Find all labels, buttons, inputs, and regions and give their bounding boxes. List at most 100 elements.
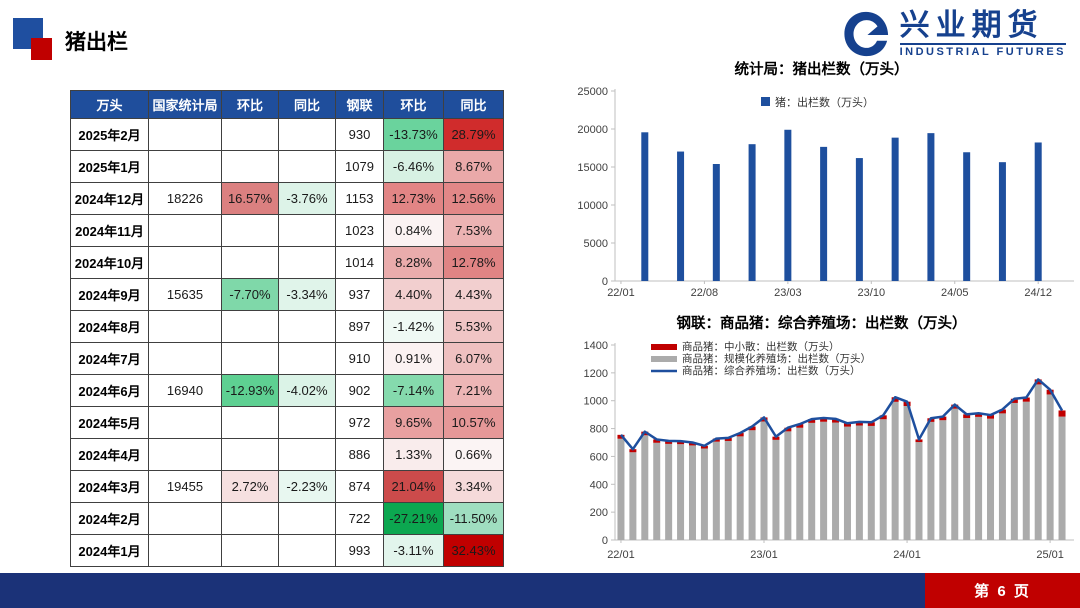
y-tick-label: 10000: [577, 200, 608, 212]
scale-farm-bar: [772, 439, 780, 540]
bar: [784, 129, 792, 281]
table-cell: -2.23%: [278, 470, 336, 503]
scale-farm-bar: [629, 452, 637, 540]
column-header: 国家统计局: [148, 90, 222, 119]
bar: [641, 132, 649, 281]
table-row: 2025年2月 930 -13.73% 28.79%: [70, 118, 504, 151]
scale-farm-bar: [939, 420, 947, 540]
y-tick-label: 25000: [577, 86, 608, 98]
table-cell: [221, 214, 279, 247]
table-row: 2024年11月 1023 0.84% 7.53%: [70, 214, 504, 247]
table-cell: 1014: [335, 246, 384, 279]
table-cell: 8.28%: [383, 246, 444, 279]
scale-farm-bar: [951, 408, 959, 540]
table-cell: 722: [335, 502, 384, 535]
row-label: 2024年8月: [70, 310, 149, 343]
bar: [998, 162, 1006, 281]
table-cell: [278, 150, 336, 183]
row-label: 2025年1月: [70, 150, 149, 183]
legend-swatch: [651, 356, 677, 362]
small-farm-bar: [772, 436, 780, 440]
table-cell: -7.70%: [221, 278, 279, 311]
y-tick-label: 0: [602, 276, 608, 288]
table-cell: 12.73%: [383, 182, 444, 215]
table-cell: -13.73%: [383, 118, 444, 151]
small-farm-bar: [915, 439, 923, 443]
scale-farm-bar: [820, 421, 828, 540]
scale-farm-bar: [891, 401, 899, 540]
bar: [891, 137, 899, 281]
small-farm-bar: [629, 449, 637, 453]
row-label: 2024年11月: [70, 214, 149, 247]
table-body: 2025年2月 930 -13.73% 28.79% 2025年1月 1079 -6.46%…: [70, 118, 504, 567]
small-farm-bar: [879, 415, 887, 420]
table-cell: 12.78%: [443, 246, 504, 279]
row-label: 2024年5月: [70, 406, 149, 439]
table-row: 2024年3月 19455 2.72% -2.23% 874 21.04% 3.34%: [70, 470, 504, 503]
table-cell: 886: [335, 438, 384, 471]
scale-farm-bar: [832, 422, 840, 540]
small-farm-bar: [665, 440, 673, 444]
small-farm-bar: [796, 424, 804, 428]
table-cell: 9.65%: [383, 406, 444, 439]
legend-label-pigs: 猪：出栏数（万头）: [775, 95, 874, 109]
column-header: 同比: [278, 90, 336, 119]
scale-farm-bar: [748, 430, 756, 540]
scale-farm-bar: [736, 436, 744, 540]
table-cell: 930: [335, 118, 384, 151]
table-cell: [221, 406, 279, 439]
table-cell: [148, 150, 222, 183]
table-cell: -4.02%: [278, 374, 336, 407]
y-tick-label: 1000: [584, 396, 608, 408]
table-cell: [278, 310, 336, 343]
small-farm-bar: [963, 414, 971, 418]
scale-farm-bar: [796, 427, 804, 540]
table-cell: [278, 342, 336, 375]
table-cell: [221, 438, 279, 471]
table-cell: -12.93%: [221, 374, 279, 407]
row-label: 2025年2月: [70, 118, 149, 151]
scale-farm-bar: [879, 419, 887, 540]
x-tick-label: 23/10: [858, 287, 886, 299]
bar: [855, 158, 863, 281]
table-cell: [148, 214, 222, 247]
chart-mysteel: 钢联：商品猪：综合养殖场：出栏数（万头） 0 200 400 600 800 1000 12…: [563, 312, 1080, 572]
table-row: 2024年5月 972 9.65% 10.57%: [70, 406, 504, 439]
scale-farm-bar: [1046, 394, 1054, 540]
table-cell: [148, 438, 222, 471]
chart-title-mysteel: 钢联：商品猪：综合养殖场：出栏数（万头）: [676, 316, 967, 332]
table-cell: 4.43%: [443, 278, 504, 311]
small-farm-bar: [688, 442, 696, 446]
y-tick-label: 400: [590, 479, 608, 491]
table-cell: 15635: [148, 278, 222, 311]
table-cell: 10.57%: [443, 406, 504, 439]
table-cell: 902: [335, 374, 384, 407]
bar: [963, 152, 971, 281]
small-farm-bar: [784, 427, 792, 432]
small-farm-bar: [700, 445, 708, 449]
small-farm-bar: [724, 437, 732, 441]
table-cell: -7.14%: [383, 374, 444, 407]
table-cell: -3.76%: [278, 182, 336, 215]
scale-farm-bar: [808, 422, 816, 540]
x-tick-label: 25/01: [1036, 549, 1064, 561]
small-farm-bar: [1010, 398, 1018, 403]
table-cell: [221, 342, 279, 375]
table-row: 2024年1月 993 -3.11% 32.43%: [70, 534, 504, 567]
scale-farm-bar: [688, 445, 696, 540]
table-cell: 937: [335, 278, 384, 311]
table-cell: 1023: [335, 214, 384, 247]
page-number-badge: 第 6 页: [925, 573, 1080, 608]
scale-farm-bar: [641, 435, 649, 540]
table-cell: [221, 246, 279, 279]
y-tick-label: 800: [590, 424, 608, 436]
small-farm-bar: [939, 416, 947, 421]
x-tick-label: 24/01: [893, 549, 921, 561]
table-cell: [221, 502, 279, 535]
small-farm-bar: [867, 422, 875, 426]
table-row: 2024年4月 886 1.33% 0.66%: [70, 438, 504, 471]
table-cell: 1153: [335, 182, 384, 215]
column-header: 环比: [383, 90, 444, 119]
table-row: 2024年9月 15635 -7.70% -3.34% 937 4.40% 4.43%: [70, 278, 504, 311]
x-tick-label: 24/12: [1024, 287, 1052, 299]
